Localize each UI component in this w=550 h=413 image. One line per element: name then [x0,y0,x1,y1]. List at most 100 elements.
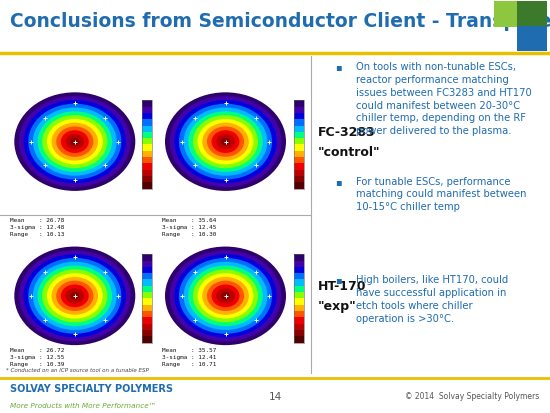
Bar [142,151,152,157]
Ellipse shape [65,288,84,304]
Text: Mean    : 26.78
3-sigma : 12.48
Range   : 10.13: Mean : 26.78 3-sigma : 12.48 Range : 10.… [10,218,64,237]
Bar [294,261,304,267]
Text: Mean    : 35.57
3-sigma : 12.41
Range   : 10.71: Mean : 35.57 3-sigma : 12.41 Range : 10.… [162,349,217,368]
Bar [294,254,304,261]
Ellipse shape [165,247,286,345]
Bar [294,164,304,170]
Bar [294,183,304,189]
Ellipse shape [188,266,263,326]
Bar [142,336,152,343]
Ellipse shape [47,273,103,318]
Bar [142,267,152,273]
Ellipse shape [37,111,112,172]
Bar [294,286,304,292]
Text: 14: 14 [268,392,282,401]
Bar [294,305,304,311]
Ellipse shape [174,100,277,183]
Ellipse shape [193,269,258,323]
Ellipse shape [14,93,135,191]
Ellipse shape [47,119,103,164]
Bar [142,280,152,286]
Ellipse shape [165,93,286,191]
Bar [294,324,304,330]
Bar [142,107,152,113]
Text: More Products with More Performance™: More Products with More Performance™ [10,403,156,409]
Bar [142,286,152,292]
Bar [142,317,152,324]
Bar [142,311,152,317]
Ellipse shape [70,292,79,300]
Bar [142,299,152,305]
Bar [294,119,304,126]
Bar [294,145,304,151]
FancyBboxPatch shape [517,26,547,51]
Bar [294,317,304,324]
Ellipse shape [188,111,263,172]
Ellipse shape [179,258,272,334]
Ellipse shape [19,96,131,187]
Bar [142,183,152,189]
Bar [294,292,304,299]
Bar [294,299,304,305]
Bar [142,273,152,280]
Ellipse shape [179,104,272,180]
Ellipse shape [65,134,84,149]
FancyBboxPatch shape [494,1,517,27]
Ellipse shape [202,277,249,315]
Bar [142,145,152,151]
FancyBboxPatch shape [517,1,547,27]
Ellipse shape [207,126,244,157]
Text: For tunable ESCs, performance
matching could manifest between
10-15°C chiller te: For tunable ESCs, performance matching c… [356,177,527,212]
Bar [142,324,152,330]
Text: ▪: ▪ [336,62,342,72]
Bar [142,292,152,299]
Ellipse shape [221,292,230,300]
Ellipse shape [61,130,89,153]
Bar [142,170,152,176]
Bar [142,132,152,138]
Bar [294,336,304,343]
Ellipse shape [193,115,258,168]
Text: ▪: ▪ [336,177,342,187]
Ellipse shape [184,262,267,330]
Text: "control": "control" [318,146,381,159]
Text: Mean    : 26.72
3-sigma : 12.55
Range   : 10.39: Mean : 26.72 3-sigma : 12.55 Range : 10.… [10,349,64,368]
Bar [142,138,152,145]
Bar [142,261,152,267]
Text: © 2014  Solvay Specialty Polymers: © 2014 Solvay Specialty Polymers [405,392,539,401]
Ellipse shape [56,281,94,311]
Ellipse shape [33,107,117,176]
Bar [294,107,304,113]
Text: On tools with non-tunable ESCs,
reactor performance matching
issues between FC32: On tools with non-tunable ESCs, reactor … [356,62,532,136]
Bar [294,126,304,132]
Bar [294,138,304,145]
Text: ▪: ▪ [336,275,342,285]
Bar [294,100,304,189]
Bar [142,126,152,132]
Text: HT-170: HT-170 [318,280,366,293]
Bar [294,330,304,336]
Bar [142,100,152,107]
Ellipse shape [52,123,98,161]
Ellipse shape [202,123,249,161]
Text: * Conducted on an ICP source tool on a tunable ESP: * Conducted on an ICP source tool on a t… [6,368,148,373]
Ellipse shape [19,250,131,342]
Text: Mean    : 35.64
3-sigma : 12.45
Range   : 10.30: Mean : 35.64 3-sigma : 12.45 Range : 10.… [162,218,217,237]
Text: FC-3283: FC-3283 [318,126,376,139]
Ellipse shape [24,254,126,337]
Bar [294,170,304,176]
Ellipse shape [28,104,122,180]
Ellipse shape [24,100,126,183]
Ellipse shape [14,247,135,345]
Ellipse shape [221,138,230,145]
Ellipse shape [42,269,107,323]
Ellipse shape [207,281,244,311]
Bar [294,254,304,343]
Ellipse shape [184,107,267,176]
Bar [294,132,304,138]
Ellipse shape [28,258,122,334]
Bar [294,267,304,273]
Ellipse shape [52,277,98,315]
Ellipse shape [56,126,94,157]
Bar [142,157,152,164]
